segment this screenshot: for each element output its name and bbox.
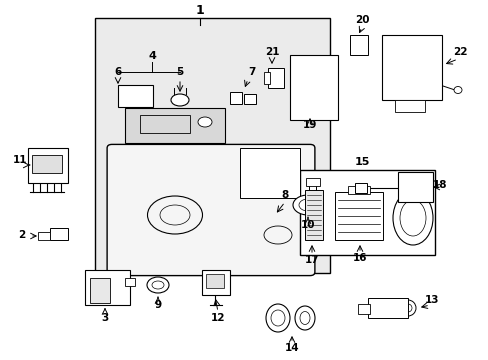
Bar (125, 278, 135, 286)
Ellipse shape (453, 86, 461, 94)
Ellipse shape (392, 191, 432, 245)
Text: 13: 13 (424, 295, 438, 305)
Text: 10: 10 (300, 220, 315, 230)
Bar (202, 270, 229, 295)
Bar (299, 170, 434, 255)
Bar (305, 190, 323, 240)
Ellipse shape (265, 304, 289, 332)
Bar (394, 100, 424, 112)
Bar (349, 35, 367, 55)
Text: 4: 4 (148, 51, 156, 61)
Bar (289, 55, 337, 120)
Bar (264, 72, 269, 84)
Bar (50, 228, 68, 240)
Text: 5: 5 (176, 67, 183, 77)
Ellipse shape (399, 300, 415, 316)
Text: 21: 21 (264, 47, 279, 57)
Bar (347, 186, 369, 194)
Text: 19: 19 (302, 120, 317, 130)
Ellipse shape (147, 277, 169, 293)
Text: 20: 20 (354, 15, 368, 25)
Bar (267, 68, 284, 88)
Ellipse shape (171, 94, 189, 106)
Bar (205, 274, 224, 288)
Bar (85, 270, 130, 305)
FancyBboxPatch shape (107, 144, 314, 276)
Text: 6: 6 (114, 67, 122, 77)
Bar (397, 172, 432, 202)
Bar (240, 148, 299, 198)
Text: 22: 22 (452, 47, 467, 57)
Ellipse shape (232, 99, 239, 104)
Text: 7: 7 (248, 67, 255, 77)
Bar (229, 92, 242, 104)
Ellipse shape (247, 100, 252, 104)
Bar (305, 178, 319, 186)
Bar (244, 94, 256, 104)
Text: 11: 11 (13, 155, 27, 165)
Bar (125, 108, 224, 143)
Text: 18: 18 (432, 180, 447, 190)
Bar (38, 232, 50, 240)
Text: 2: 2 (19, 230, 25, 240)
Bar (95, 18, 329, 273)
Bar (118, 85, 153, 107)
Bar (90, 278, 110, 303)
Bar (140, 115, 190, 133)
Bar (28, 148, 68, 183)
Text: 12: 12 (210, 313, 225, 323)
Text: 9: 9 (154, 300, 161, 310)
Ellipse shape (294, 306, 314, 330)
Text: 3: 3 (101, 313, 108, 323)
Bar (354, 183, 366, 193)
Text: 14: 14 (284, 343, 299, 353)
Bar (381, 35, 441, 100)
Bar (367, 298, 407, 318)
Text: 8: 8 (281, 190, 288, 200)
Ellipse shape (292, 195, 323, 215)
Bar (32, 155, 62, 173)
Bar (334, 192, 382, 240)
Text: 16: 16 (352, 253, 366, 263)
Text: 17: 17 (304, 255, 319, 265)
Ellipse shape (198, 117, 212, 127)
Text: 1: 1 (195, 4, 204, 17)
Text: 15: 15 (354, 157, 369, 167)
Bar (357, 304, 369, 314)
